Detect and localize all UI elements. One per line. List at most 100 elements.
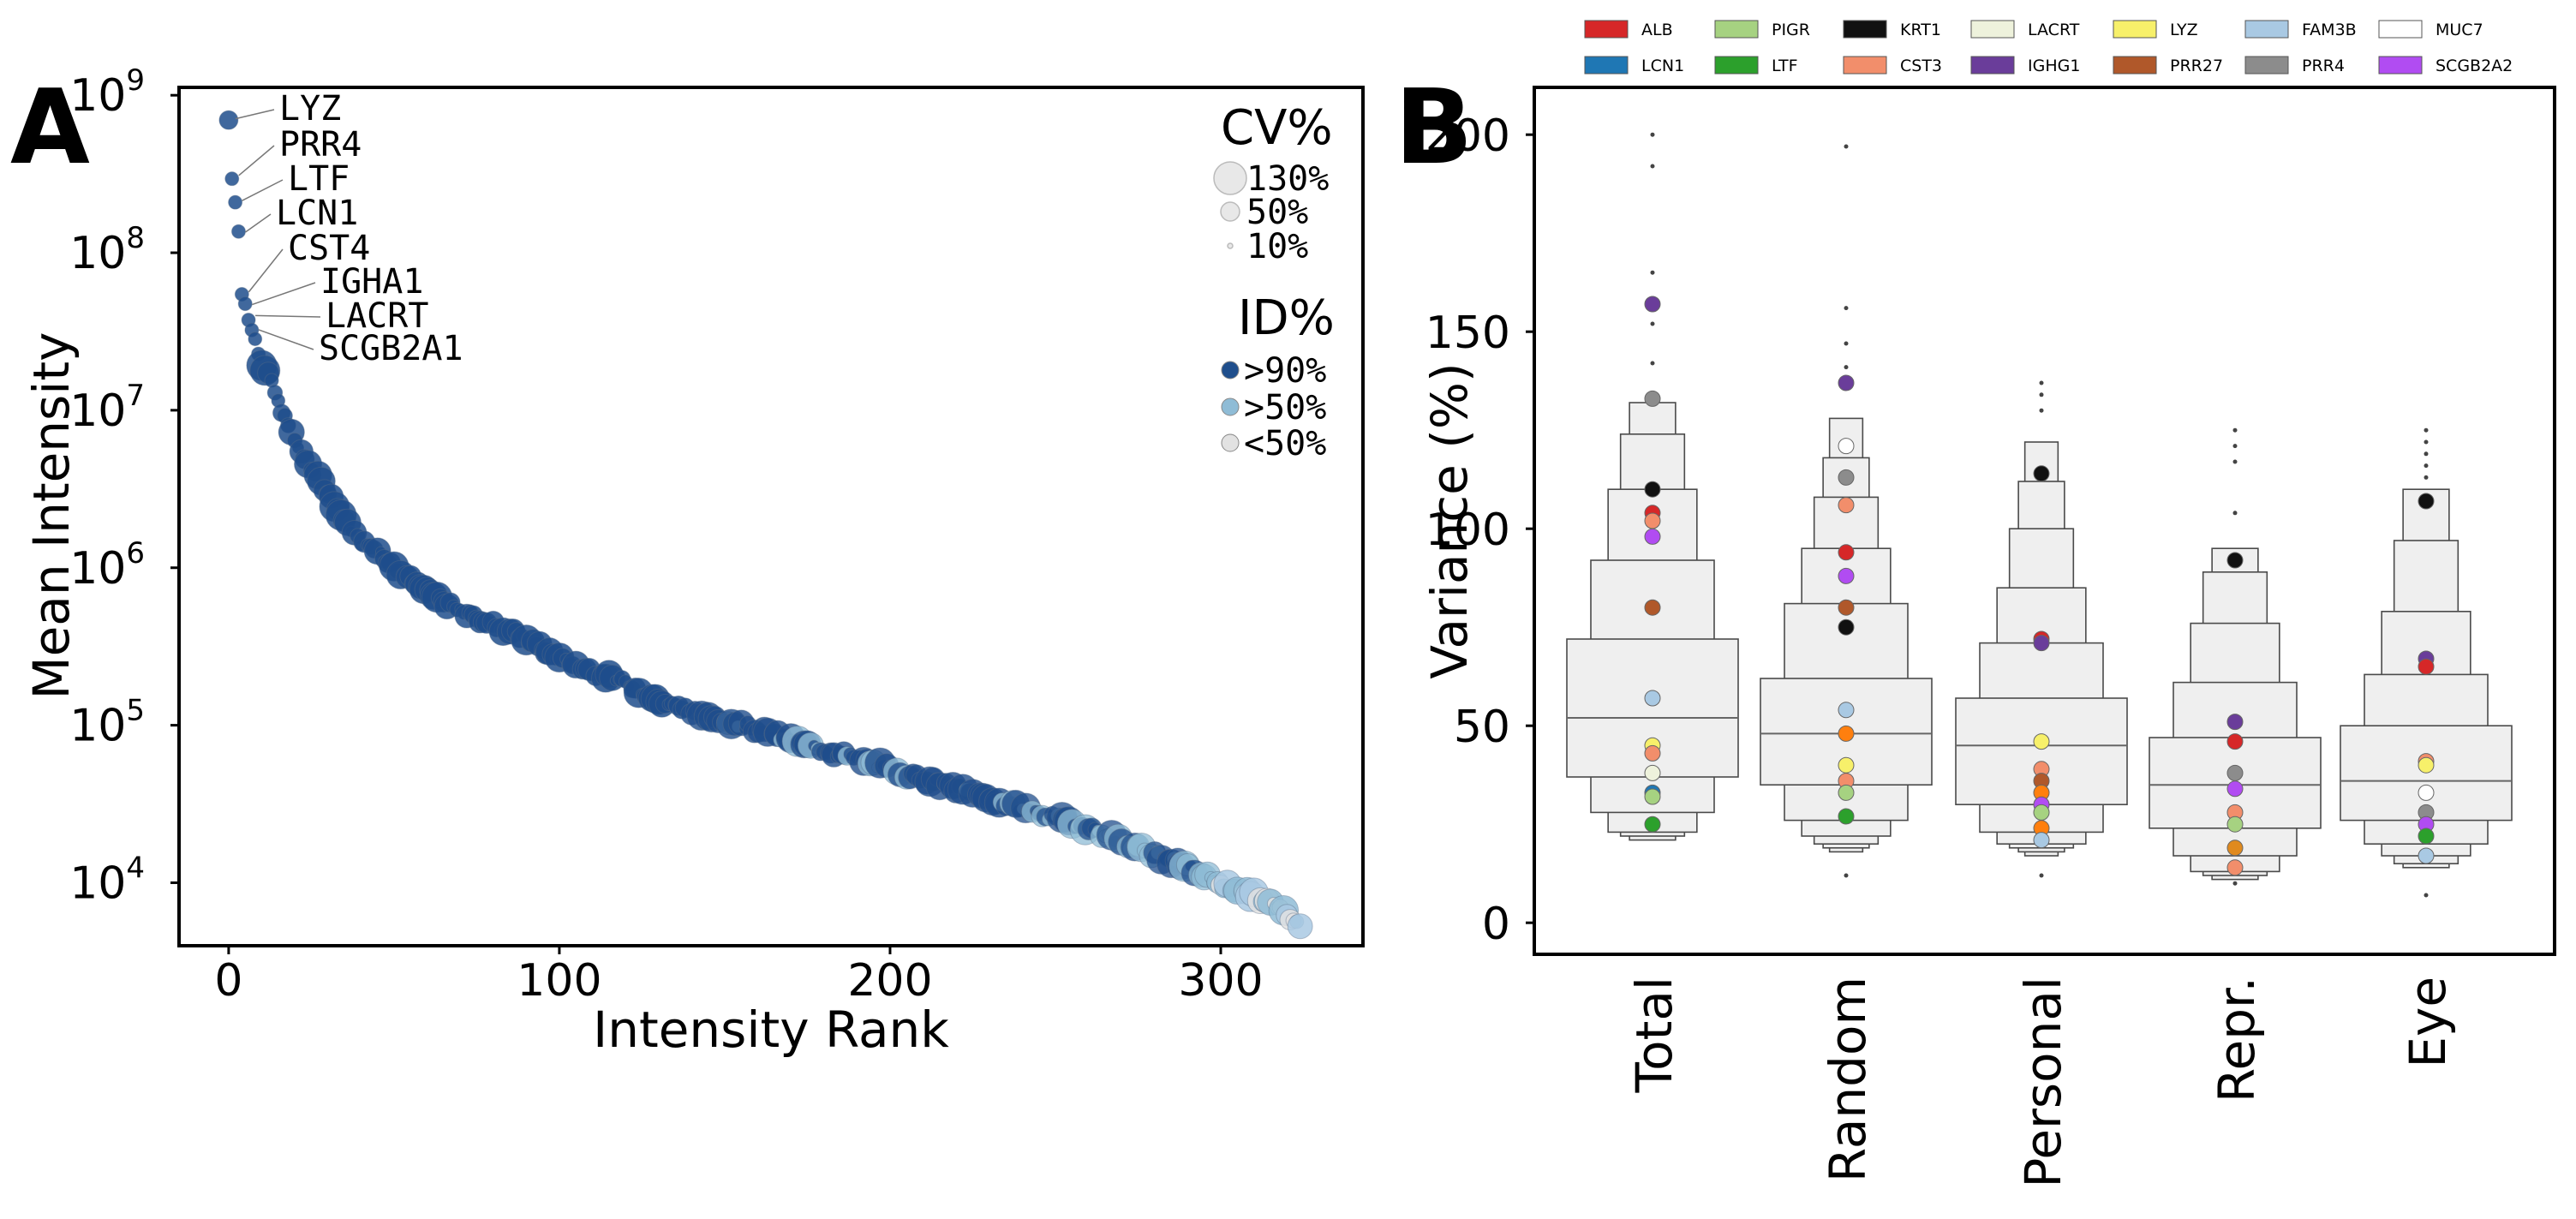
protein-point	[230, 224, 246, 239]
panel-b-plot-frame	[1533, 86, 2556, 956]
gene-legend-label: LACRT	[2028, 21, 2080, 39]
panel-b: B 0 50 100 150 200 Variance (%) Total Random P…	[1395, 20, 2556, 1188]
outlier-point	[1650, 164, 1655, 169]
protein-point	[228, 194, 243, 210]
gene-annotation: LACRT	[326, 296, 428, 336]
boxen-personal	[1955, 380, 2128, 878]
y-tick-label: 105	[69, 694, 145, 752]
gene-point	[1644, 764, 1661, 781]
cv-legend-title: CV%	[1221, 100, 1333, 156]
protein-point	[1287, 913, 1313, 940]
outlier-point	[2039, 873, 2044, 878]
gene-point	[2033, 804, 2050, 821]
gene-legend-label: ALB	[1641, 21, 1673, 39]
cv-legend-marker	[1213, 161, 1247, 195]
gene-point	[2033, 733, 2050, 750]
id-legend-marker	[1221, 361, 1240, 379]
gene-point	[1838, 497, 1855, 514]
panel-b-boxes	[1566, 132, 2513, 898]
y-tick-label: 0	[1482, 899, 1510, 950]
outlier-point	[1844, 873, 1849, 878]
gene-point	[2418, 847, 2435, 864]
y-tick-exponent: 7	[126, 379, 145, 413]
gene-point	[1644, 744, 1661, 762]
gene-point	[1838, 599, 1855, 616]
gene-legend-label: MUC7	[2436, 21, 2483, 39]
gene-legend-swatch	[2244, 20, 2289, 39]
gene-legend-swatch	[1584, 20, 1629, 39]
outlier-point	[1650, 270, 1655, 275]
cv-legend-marker	[1227, 242, 1234, 249]
y-tick-mantissa: 10	[69, 228, 126, 279]
annotation-leader	[248, 248, 284, 293]
id-legend-title: ID%	[1238, 290, 1335, 346]
y-tick-mantissa: 10	[69, 543, 126, 595]
gene-legend-swatch	[2113, 56, 2157, 75]
boxen-eye	[2340, 427, 2513, 898]
panel-b-y-label: Variance (%)	[1420, 362, 1479, 678]
gene-point	[2226, 840, 2244, 857]
gene-point	[1644, 599, 1661, 616]
gene-legend-label: LYZ	[2170, 21, 2198, 39]
gene-legend-label: LTF	[1772, 57, 1798, 75]
id-legend-label: >50%	[1244, 388, 1326, 427]
gene-point	[1838, 725, 1855, 742]
outlier-point	[2232, 459, 2238, 464]
gene-point	[2226, 780, 2244, 798]
gene-point	[1838, 702, 1855, 719]
gene-annotation: CST4	[288, 229, 370, 268]
y-tick-mantissa: 10	[69, 385, 126, 437]
panel-a-plot-frame	[177, 86, 1365, 947]
y-tick-exponent: 9	[126, 63, 145, 98]
y-tick-label: 200	[1425, 111, 1510, 162]
gene-annotation: LTF	[288, 159, 350, 199]
gene-legend-swatch	[1584, 56, 1629, 75]
panel-a-x-ticks: 0 100 200 300	[214, 946, 1264, 1007]
gene-point	[2226, 816, 2244, 833]
outlier-point	[2039, 408, 2044, 413]
gene-legend-label: PRR4	[2302, 57, 2345, 75]
gene-legend-label: SCGB2A2	[2436, 57, 2513, 75]
protein-point	[248, 332, 263, 347]
gene-point	[1644, 690, 1661, 707]
panel-b-x-labels: Total Random Personal Repr. Eye	[1625, 977, 2457, 1188]
y-tick-label: 50	[1454, 702, 1510, 753]
x-tick-label: 0	[214, 955, 242, 1007]
y-tick-label: 100	[1425, 505, 1510, 556]
y-tick-label: 150	[1425, 308, 1510, 359]
gene-point	[2226, 764, 2244, 781]
panel-a-data-points	[218, 110, 1313, 940]
protein-point	[224, 171, 240, 187]
y-tick-exponent: 4	[126, 851, 145, 885]
y-tick-label: 107	[69, 379, 145, 437]
category-label: Random	[1819, 977, 1877, 1182]
outlier-point	[2039, 380, 2044, 385]
x-tick-label: 200	[847, 955, 932, 1007]
annotation-leader	[251, 282, 316, 306]
gene-legend-swatch	[2244, 56, 2289, 75]
category-label: Repr.	[2208, 977, 2266, 1102]
outlier-point	[2424, 463, 2429, 469]
outlier-point	[2039, 392, 2044, 397]
y-tick-label: 106	[69, 536, 145, 595]
gene-legend-label: FAM3B	[2302, 21, 2357, 39]
protein-point	[218, 110, 239, 130]
outlier-point	[1844, 365, 1849, 370]
gene-point	[2226, 733, 2244, 750]
gene-legend-swatch	[2378, 20, 2423, 39]
cv-legend-marker	[1220, 201, 1240, 222]
annotation-leader	[255, 314, 321, 318]
panel-a-x-label: Intensity Rank	[593, 1001, 949, 1059]
gene-point	[1838, 374, 1855, 391]
outlier-point	[1650, 321, 1655, 326]
cv-legend-label: 50%	[1246, 193, 1308, 232]
y-tick-label: 104	[69, 851, 145, 909]
category-label: Total	[1625, 977, 1683, 1093]
gene-point	[1838, 784, 1855, 801]
gene-point	[2418, 493, 2435, 510]
panel-b-letter: B	[1395, 69, 1473, 188]
gene-point	[1644, 788, 1661, 805]
outlier-point	[2424, 451, 2429, 457]
annotation-leader	[258, 329, 314, 350]
